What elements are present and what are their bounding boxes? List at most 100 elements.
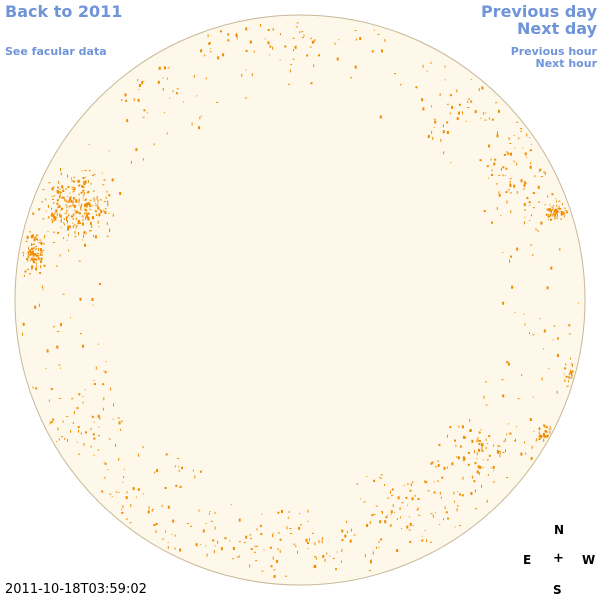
activity-mark [530,244,533,246]
activity-mark [529,220,531,222]
activity-mark [482,467,484,469]
activity-mark [350,77,353,79]
activity-mark [277,511,280,514]
activity-mark [29,249,32,253]
activity-mark [167,505,170,509]
activity-mark [550,206,552,208]
activity-mark [36,264,38,267]
activity-mark [27,259,29,262]
activity-mark [135,148,138,152]
activity-mark [569,372,571,376]
activity-mark [444,506,446,510]
activity-mark [99,199,102,201]
activity-mark [525,452,527,455]
activity-mark [61,185,64,189]
next-day-link[interactable]: Next day [517,19,597,38]
activity-mark [502,301,505,305]
activity-mark [98,283,101,285]
activity-mark [500,215,502,217]
activity-mark [111,496,113,498]
activity-mark [78,198,80,202]
activity-mark [38,242,41,244]
previous-day-link[interactable]: Previous day [480,2,597,21]
activity-mark [426,70,428,72]
activity-mark [124,93,127,97]
activity-mark [555,208,558,212]
activity-mark [164,111,165,113]
activity-mark [61,192,62,193]
next-hour-link[interactable]: Next hour [535,57,598,70]
activity-mark [47,204,49,208]
activity-mark [82,181,85,183]
activity-mark [250,548,253,551]
activity-mark [555,198,557,200]
activity-mark [59,194,61,198]
activity-mark [385,516,388,519]
activity-mark [191,122,193,126]
activity-mark [387,497,390,499]
activity-mark [253,50,255,53]
activity-mark [232,547,235,550]
activity-mark [109,228,111,231]
activity-mark [569,357,571,360]
activity-mark [146,112,148,114]
activity-mark [77,426,80,428]
activity-mark [313,565,316,569]
activity-mark [397,496,400,500]
activity-mark [560,210,563,214]
activity-mark [108,212,110,214]
activity-mark [344,534,347,538]
activity-mark [461,425,464,429]
activity-mark [551,211,552,214]
activity-mark [59,254,61,257]
activity-mark [498,191,500,194]
back-to-year-link[interactable]: Back to 2011 [5,2,123,21]
activity-mark [535,228,538,230]
activity-mark [570,369,572,373]
activity-mark [338,39,340,41]
activity-mark [488,177,490,179]
activity-mark [287,516,289,519]
activity-mark [83,443,85,446]
activity-mark [118,421,121,425]
activity-mark [59,214,62,218]
activity-mark [30,251,32,254]
previous-hour-link[interactable]: Previous hour [510,45,597,58]
activity-mark [554,213,556,217]
activity-mark [422,107,425,111]
activity-mark [47,231,49,233]
activity-mark [481,484,482,488]
activity-mark [570,371,573,373]
activity-mark [125,99,128,102]
activity-mark [518,137,520,140]
activity-mark [510,152,512,156]
activity-mark [478,88,480,92]
activity-mark [516,121,519,123]
activity-mark [93,421,95,423]
activity-mark [437,460,440,462]
activity-mark [126,491,128,494]
activity-mark [523,313,525,315]
activity-mark [42,285,44,289]
activity-mark [59,213,61,217]
activity-mark [541,377,543,381]
activity-mark [249,534,252,536]
activity-mark [162,77,164,79]
activity-mark [68,206,71,208]
activity-mark [379,476,380,478]
activity-mark [104,208,107,210]
activity-mark [310,82,313,85]
activity-mark [44,235,46,239]
activity-mark [556,214,558,217]
activity-mark [48,399,50,402]
activity-mark [62,188,64,190]
activity-mark [488,117,490,120]
see-facular-data-link[interactable]: See facular data [5,45,107,58]
activity-mark [175,92,178,95]
activity-mark [22,252,25,254]
activity-mark [459,445,462,448]
activity-mark [443,466,446,470]
activity-mark [23,254,24,257]
activity-mark [557,210,559,213]
activity-mark [564,379,566,383]
